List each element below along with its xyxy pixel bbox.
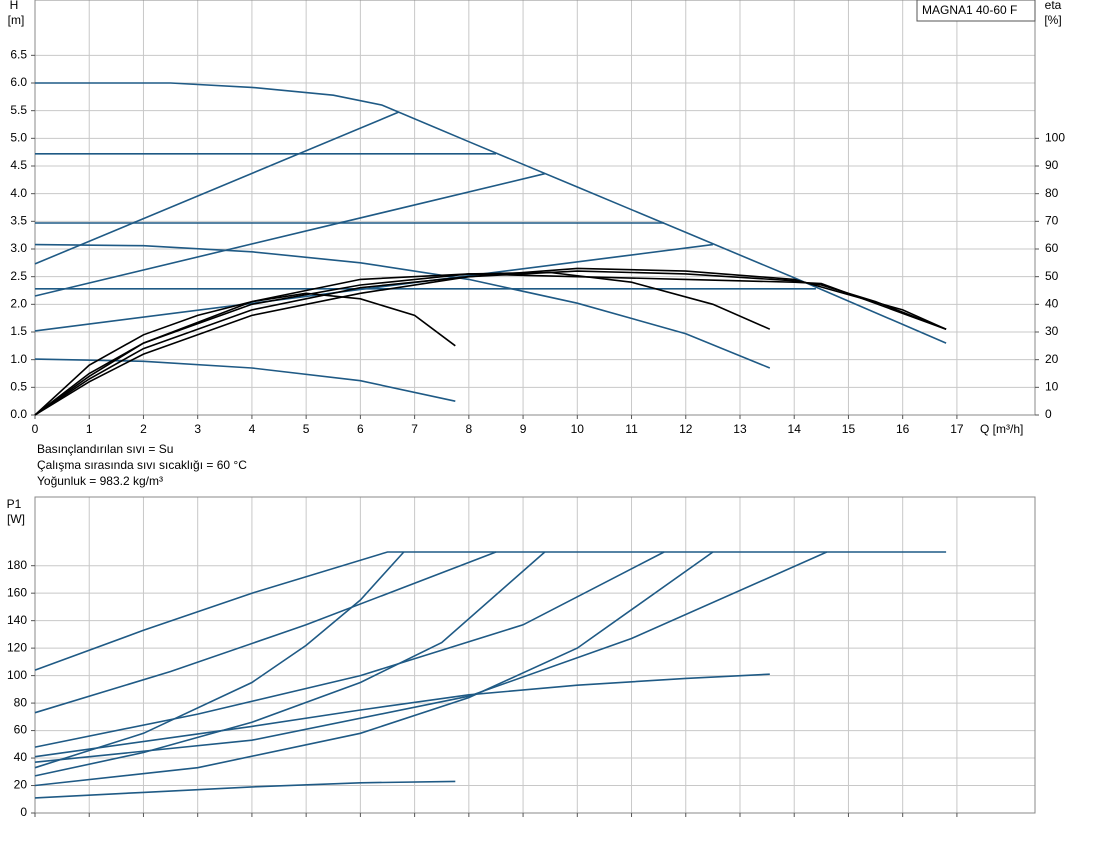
curve xyxy=(34,551,714,787)
curve xyxy=(34,551,828,763)
y-tick-label: 0 xyxy=(20,805,27,819)
curve xyxy=(34,551,947,671)
y-tick-label: 4.0 xyxy=(10,186,27,200)
y2-tick-label: 10 xyxy=(1045,380,1059,394)
y2-tick-label: 70 xyxy=(1045,214,1059,228)
x-tick-label: 10 xyxy=(571,422,585,436)
x-tick-label: 5 xyxy=(303,422,310,436)
x-tick-label: 8 xyxy=(465,422,472,436)
y-tick-label: 3.5 xyxy=(10,214,27,228)
x-tick-label: 1 xyxy=(86,422,93,436)
y-tick-label: 140 xyxy=(7,613,27,627)
y-tick-label: 60 xyxy=(14,723,28,737)
y-tick-label: 5.5 xyxy=(10,103,27,117)
x-tick-label: 7 xyxy=(411,422,418,436)
plot-frame xyxy=(34,0,1036,416)
y2-tick-label: 100 xyxy=(1045,131,1065,145)
y-tick-label: 100 xyxy=(7,668,27,682)
y-tick-label: 6.5 xyxy=(10,48,27,62)
y-axis-label: P1 xyxy=(7,497,22,511)
x-tick-label: 0 xyxy=(32,422,39,436)
y2-tick-label: 60 xyxy=(1045,241,1059,255)
x-tick-label: 6 xyxy=(357,422,364,436)
y-tick-label: 6.0 xyxy=(10,75,27,89)
y-tick-label: 1.0 xyxy=(10,352,27,366)
efficiency-curve xyxy=(34,271,771,416)
curve xyxy=(35,82,947,344)
curve xyxy=(34,243,714,332)
efficiency-curve xyxy=(34,270,947,416)
y-tick-label: 5.0 xyxy=(10,131,27,145)
label-box xyxy=(916,0,1036,22)
y2-axis-unit: [%] xyxy=(1044,13,1061,27)
y-tick-label: 1.5 xyxy=(10,324,27,338)
x-tick-label: 9 xyxy=(520,422,527,436)
x-axis-label: Q [m³/h] xyxy=(980,422,1023,436)
curve xyxy=(34,172,545,297)
x-tick-label: 15 xyxy=(842,422,856,436)
x-tick-label: 13 xyxy=(733,422,747,436)
y-tick-label: 0.5 xyxy=(10,380,27,394)
note: Yoğunluk = 983.2 kg/m³ xyxy=(37,474,163,488)
curve xyxy=(34,673,770,758)
x-tick-label: 16 xyxy=(896,422,910,436)
note: Çalışma sırasında sıvı sıcaklığı = 60 °C xyxy=(37,458,247,472)
y-tick-label: 3.0 xyxy=(10,241,27,255)
curve xyxy=(34,780,456,799)
note: Basınçlandırılan sıvı = Su xyxy=(37,442,173,456)
curve xyxy=(34,551,497,714)
y2-tick-label: 80 xyxy=(1045,186,1059,200)
y-tick-label: 80 xyxy=(14,695,28,709)
y-axis-unit: [m] xyxy=(8,13,25,27)
x-tick-label: 3 xyxy=(194,422,201,436)
y-tick-label: 0.0 xyxy=(10,407,27,421)
curve xyxy=(34,111,399,265)
y2-tick-label: 0 xyxy=(1045,407,1052,421)
y2-tick-label: 20 xyxy=(1045,352,1059,366)
curve xyxy=(34,551,405,769)
y-axis-unit: [W] xyxy=(7,512,25,526)
x-tick-label: 12 xyxy=(679,422,693,436)
y-tick-label: 4.5 xyxy=(10,158,27,172)
x-tick-label: 2 xyxy=(140,422,147,436)
y-tick-label: 120 xyxy=(7,640,27,654)
y-tick-label: 40 xyxy=(14,750,28,764)
curve xyxy=(34,551,665,748)
y-axis-label: H xyxy=(10,0,19,12)
y2-tick-label: 30 xyxy=(1045,324,1059,338)
y-tick-label: 160 xyxy=(7,585,27,599)
x-tick-label: 14 xyxy=(788,422,802,436)
y-tick-label: 180 xyxy=(7,558,27,572)
y2-axis-label: eta xyxy=(1045,0,1062,12)
efficiency-curve xyxy=(34,273,947,416)
efficiency-curve xyxy=(34,267,947,416)
curve xyxy=(34,243,771,369)
curve xyxy=(34,551,546,777)
x-tick-label: 17 xyxy=(950,422,964,436)
x-tick-label: 4 xyxy=(249,422,256,436)
y-tick-label: 2.0 xyxy=(10,297,27,311)
curve xyxy=(34,358,456,402)
y2-tick-label: 90 xyxy=(1045,158,1059,172)
plot-frame xyxy=(34,496,1036,814)
y2-tick-label: 40 xyxy=(1045,297,1059,311)
y-tick-label: 20 xyxy=(14,778,28,792)
y2-tick-label: 50 xyxy=(1045,269,1059,283)
y-tick-label: 2.5 xyxy=(10,269,27,283)
x-tick-label: 11 xyxy=(625,422,638,436)
model-label: MAGNA1 40-60 F xyxy=(922,3,1017,17)
